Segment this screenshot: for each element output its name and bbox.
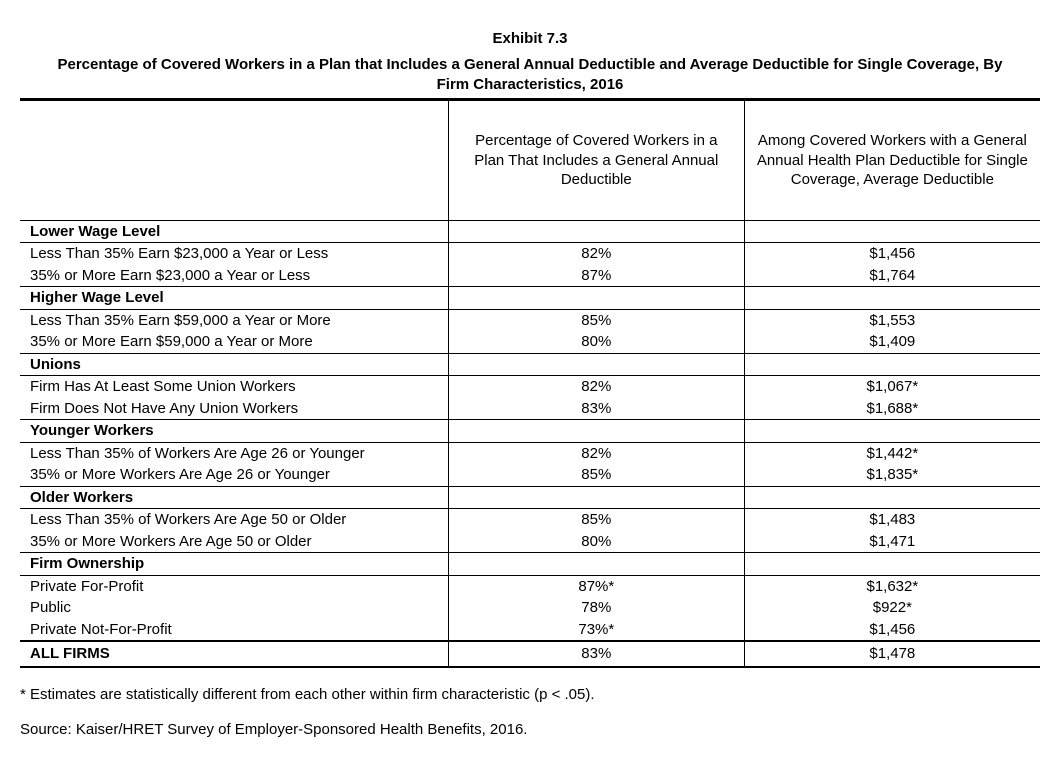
row-avg: $1,835* [744,464,1040,486]
row-avg: $1,442* [744,442,1040,464]
row-label: 35% or More Workers Are Age 50 or Older [20,531,448,553]
section-label: Lower Wage Level [20,220,448,243]
row-label: Private For-Profit [20,575,448,597]
section-label: Older Workers [20,486,448,509]
row-avg: $1,483 [744,509,1040,531]
section-pct-empty [448,553,744,576]
section-header: Firm Ownership [20,553,1040,576]
table-row: Less Than 35% of Workers Are Age 26 or Y… [20,442,1040,464]
section-pct-empty [448,353,744,376]
col-header-label [20,100,448,221]
row-avg: $1,456 [744,619,1040,642]
row-avg: $1,632* [744,575,1040,597]
table-row: 35% or More Workers Are Age 26 or Younge… [20,464,1040,486]
row-pct: 87%* [448,575,744,597]
row-label: 35% or More Earn $59,000 a Year or More [20,331,448,353]
row-pct: 85% [448,509,744,531]
section-header: Lower Wage Level [20,220,1040,243]
row-label: Less Than 35% Earn $59,000 a Year or Mor… [20,309,448,331]
section-pct-empty [448,420,744,443]
data-table: Percentage of Covered Workers in a Plan … [20,98,1040,668]
all-firms-label: ALL FIRMS [20,641,448,667]
section-label: Unions [20,353,448,376]
section-header: Unions [20,353,1040,376]
row-avg: $922* [744,597,1040,619]
all-firms-pct: 83% [448,641,744,667]
section-header: Younger Workers [20,420,1040,443]
table-row: Firm Does Not Have Any Union Workers83%$… [20,398,1040,420]
section-label: Younger Workers [20,420,448,443]
table-row: 35% or More Earn $59,000 a Year or More8… [20,331,1040,353]
row-pct: 78% [448,597,744,619]
section-avg-empty [744,486,1040,509]
table-row: 35% or More Earn $23,000 a Year or Less8… [20,265,1040,287]
table-row: Private Not-For-Profit73%*$1,456 [20,619,1040,642]
row-avg: $1,409 [744,331,1040,353]
row-label: Less Than 35% Earn $23,000 a Year or Les… [20,243,448,265]
row-pct: 80% [448,331,744,353]
col-header-pct: Percentage of Covered Workers in a Plan … [448,100,744,221]
row-pct: 87% [448,265,744,287]
row-pct: 80% [448,531,744,553]
col-header-avg: Among Covered Workers with a General Ann… [744,100,1040,221]
section-header: Higher Wage Level [20,287,1040,310]
row-label: Less Than 35% of Workers Are Age 26 or Y… [20,442,448,464]
row-pct: 82% [448,442,744,464]
row-avg: $1,067* [744,376,1040,398]
section-pct-empty [448,486,744,509]
exhibit-label: Exhibit 7.3 [20,30,1040,47]
table-row: Public78%$922* [20,597,1040,619]
row-label: Less Than 35% of Workers Are Age 50 or O… [20,509,448,531]
row-label: Firm Does Not Have Any Union Workers [20,398,448,420]
section-header: Older Workers [20,486,1040,509]
row-pct: 82% [448,376,744,398]
footnote: * Estimates are statistically different … [20,686,1040,703]
row-pct: 85% [448,464,744,486]
row-avg: $1,456 [744,243,1040,265]
table-row: Less Than 35% of Workers Are Age 50 or O… [20,509,1040,531]
row-avg: $1,471 [744,531,1040,553]
table-row: Firm Has At Least Some Union Workers82%$… [20,376,1040,398]
table-row: Less Than 35% Earn $23,000 a Year or Les… [20,243,1040,265]
row-pct: 82% [448,243,744,265]
row-label: 35% or More Earn $23,000 a Year or Less [20,265,448,287]
table-row: 35% or More Workers Are Age 50 or Older8… [20,531,1040,553]
section-avg-empty [744,287,1040,310]
table-row: Private For-Profit87%*$1,632* [20,575,1040,597]
source-line: Source: Kaiser/HRET Survey of Employer-S… [20,721,1040,738]
row-pct: 73%* [448,619,744,642]
row-pct: 85% [448,309,744,331]
page-title: Percentage of Covered Workers in a Plan … [40,55,1020,94]
section-pct-empty [448,220,744,243]
section-pct-empty [448,287,744,310]
row-label: 35% or More Workers Are Age 26 or Younge… [20,464,448,486]
table-row: Less Than 35% Earn $59,000 a Year or Mor… [20,309,1040,331]
section-label: Firm Ownership [20,553,448,576]
section-avg-empty [744,220,1040,243]
section-avg-empty [744,420,1040,443]
row-avg: $1,688* [744,398,1040,420]
row-pct: 83% [448,398,744,420]
header-row: Percentage of Covered Workers in a Plan … [20,100,1040,221]
row-label: Public [20,597,448,619]
row-avg: $1,764 [744,265,1040,287]
all-firms-row: ALL FIRMS83%$1,478 [20,641,1040,667]
section-avg-empty [744,553,1040,576]
row-label: Firm Has At Least Some Union Workers [20,376,448,398]
section-avg-empty [744,353,1040,376]
row-avg: $1,553 [744,309,1040,331]
section-label: Higher Wage Level [20,287,448,310]
all-firms-avg: $1,478 [744,641,1040,667]
row-label: Private Not-For-Profit [20,619,448,642]
